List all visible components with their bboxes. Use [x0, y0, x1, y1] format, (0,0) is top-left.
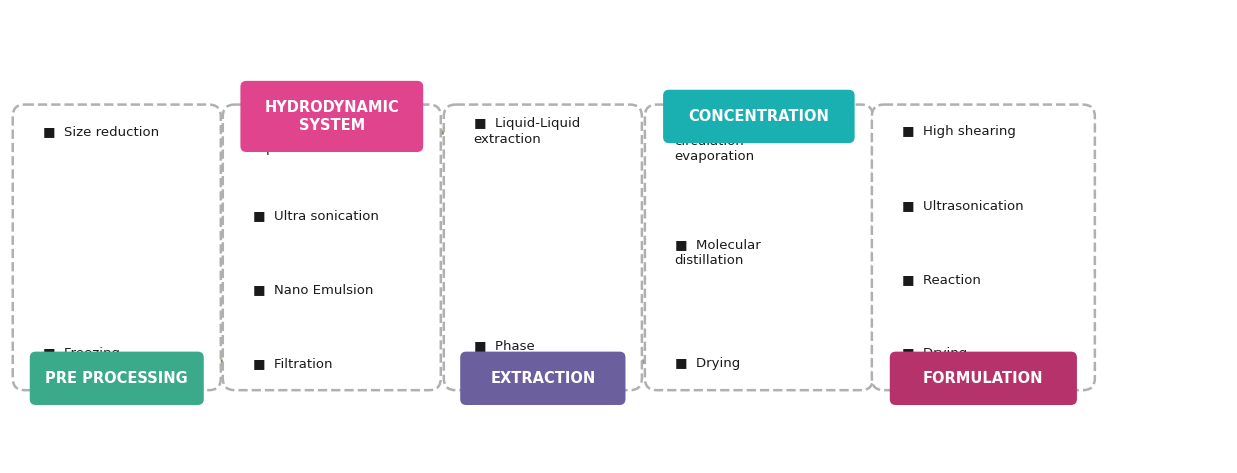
- FancyBboxPatch shape: [444, 105, 642, 390]
- Text: ■  High shear cell
rupture: ■ High shear cell rupture: [252, 127, 374, 156]
- FancyBboxPatch shape: [240, 81, 423, 152]
- Text: ■  Ultrasonication: ■ Ultrasonication: [902, 199, 1023, 212]
- FancyBboxPatch shape: [30, 351, 204, 405]
- Text: ■  Phase
separation: ■ Phase separation: [474, 339, 544, 368]
- Text: ■  Nano Emulsion: ■ Nano Emulsion: [252, 283, 374, 296]
- Text: ■  Molecular
distillation: ■ Molecular distillation: [674, 238, 761, 267]
- Text: ■  Filtration: ■ Filtration: [252, 357, 333, 370]
- Text: ■  Ultra sonication: ■ Ultra sonication: [252, 209, 379, 222]
- Text: PRE PROCESSING: PRE PROCESSING: [46, 371, 188, 386]
- Text: ■  Freezing: ■ Freezing: [42, 347, 120, 360]
- Text: EXTRACTION: EXTRACTION: [490, 371, 595, 386]
- Text: ■  Drying: ■ Drying: [902, 347, 967, 360]
- Text: ■  Forced
circulation
evaporation: ■ Forced circulation evaporation: [674, 119, 755, 163]
- Text: ■  Drying: ■ Drying: [674, 357, 740, 370]
- FancyArrowPatch shape: [344, 84, 554, 134]
- FancyArrowPatch shape: [771, 92, 988, 139]
- Text: FORMULATION: FORMULATION: [923, 371, 1044, 386]
- FancyBboxPatch shape: [872, 105, 1095, 390]
- Text: ■  Liquid-Liquid
extraction: ■ Liquid-Liquid extraction: [474, 117, 580, 146]
- Text: CONCENTRATION: CONCENTRATION: [689, 109, 829, 124]
- FancyBboxPatch shape: [223, 105, 440, 390]
- FancyArrowPatch shape: [546, 361, 722, 402]
- Text: ■  Reaction: ■ Reaction: [902, 273, 981, 286]
- FancyBboxPatch shape: [889, 351, 1077, 405]
- FancyBboxPatch shape: [12, 105, 220, 390]
- Text: HYDRODYNAMIC
SYSTEM: HYDRODYNAMIC SYSTEM: [265, 100, 400, 132]
- FancyBboxPatch shape: [460, 351, 626, 405]
- Text: ■  Size reduction: ■ Size reduction: [42, 125, 158, 138]
- FancyBboxPatch shape: [644, 105, 873, 390]
- Text: ■  High shearing: ■ High shearing: [902, 125, 1016, 138]
- FancyArrowPatch shape: [119, 361, 297, 402]
- FancyBboxPatch shape: [663, 90, 855, 143]
